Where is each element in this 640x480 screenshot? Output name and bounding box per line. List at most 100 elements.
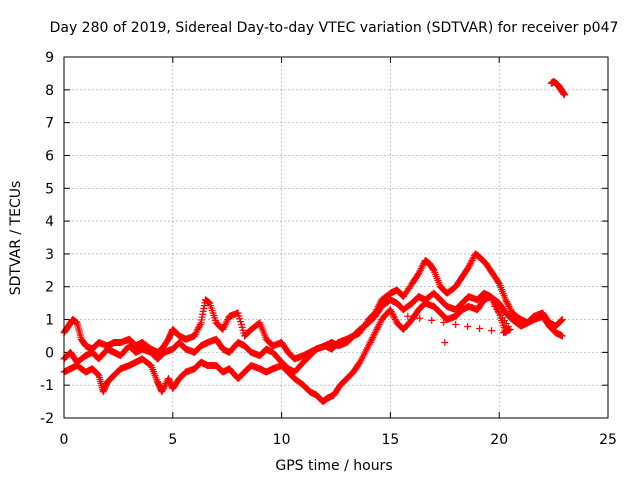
x-axis-label: GPS time / hours (275, 458, 392, 474)
data-point-marker (390, 312, 398, 320)
data-point-marker (418, 263, 426, 271)
data-point-marker (220, 322, 228, 330)
data-point-marker (222, 319, 230, 327)
data-points (60, 78, 568, 406)
data-point-marker (195, 324, 203, 332)
data-point-marker (416, 314, 424, 322)
y-tick-label: 4 (45, 214, 54, 230)
data-point-marker (374, 322, 382, 330)
data-point-marker (464, 323, 472, 331)
data-point-marker (386, 306, 394, 314)
data-point-marker (452, 320, 460, 328)
data-point-marker (416, 266, 424, 274)
data-point-marker (376, 319, 384, 327)
y-tick-label: -2 (40, 411, 54, 427)
data-point-marker (219, 325, 227, 333)
y-tick-label: 8 (45, 83, 54, 99)
data-point-marker (374, 324, 382, 332)
data-point-marker (161, 381, 169, 389)
data-point-marker (428, 316, 436, 324)
y-tick-label: -1 (40, 378, 54, 394)
x-tick-label: 5 (168, 432, 177, 448)
data-point-marker (557, 316, 565, 324)
y-tick-label: 3 (45, 247, 54, 263)
y-tick-label: 6 (45, 148, 54, 164)
data-point-marker (441, 339, 449, 347)
data-point-marker (558, 332, 566, 340)
series-upper-band (60, 250, 566, 363)
data-point-marker (370, 332, 378, 340)
data-point-marker (365, 340, 373, 348)
data-point-marker (375, 320, 383, 328)
data-point-marker (195, 322, 203, 330)
data-point-marker (224, 316, 232, 324)
data-point-marker (220, 324, 228, 332)
data-point-marker (560, 91, 568, 99)
data-point-marker (419, 261, 427, 269)
data-point-marker (221, 320, 229, 328)
y-axis-label: SDTVAR / TECUs (8, 181, 24, 296)
data-point-marker (387, 307, 395, 315)
data-point-marker (506, 304, 514, 312)
data-point-marker (196, 320, 204, 328)
data-point-marker (159, 386, 167, 394)
data-point-marker (488, 327, 496, 335)
data-point-marker (371, 329, 379, 337)
data-point-marker (365, 342, 373, 350)
data-point-marker (191, 330, 199, 338)
data-point-marker (369, 334, 377, 342)
data-point-marker (160, 383, 168, 391)
data-point-marker (191, 332, 199, 340)
data-point-marker (223, 317, 231, 325)
data-point-marker (415, 270, 423, 278)
series-middle-band (60, 289, 566, 376)
chart-title: Day 280 of 2019, Sidereal Day-to-day VTE… (50, 20, 619, 36)
series-lower-band (60, 293, 510, 406)
data-point-marker (370, 330, 378, 338)
data-point-marker (372, 327, 380, 335)
plot-frame (63, 56, 609, 419)
y-tick-label: 2 (45, 280, 54, 296)
data-point-marker (558, 316, 566, 324)
data-point-marker (500, 329, 508, 337)
data-point-marker (466, 260, 474, 268)
data-point-marker (160, 384, 168, 392)
series-late-segment (547, 78, 568, 99)
data-point-marker (192, 329, 200, 337)
data-point-marker (469, 255, 477, 263)
data-point-marker (194, 325, 202, 333)
data-point-marker (468, 256, 476, 264)
data-point-marker (390, 314, 398, 322)
data-point-marker (557, 317, 565, 325)
data-point-marker (467, 258, 475, 266)
data-point-marker (366, 339, 374, 347)
grid-lines (64, 57, 608, 418)
y-tick-label: 5 (45, 181, 54, 197)
data-point-marker (404, 312, 412, 320)
data-point-marker (373, 325, 381, 333)
x-tick-label: 15 (381, 432, 399, 448)
data-point-marker (466, 261, 474, 269)
data-point-marker (504, 301, 512, 309)
data-point-marker (389, 311, 397, 319)
data-point-marker (503, 297, 511, 305)
y-tick-label: 0 (45, 345, 54, 361)
data-point-marker (417, 265, 425, 273)
data-point-marker (503, 299, 511, 307)
data-point-marker (465, 263, 473, 271)
x-tick-label: 20 (490, 432, 508, 448)
y-tick-label: 1 (45, 313, 54, 329)
data-point-marker (416, 268, 424, 276)
x-tick-label: 25 (599, 432, 617, 448)
data-point-marker (368, 335, 376, 343)
data-point-marker (158, 388, 166, 396)
data-point-marker (440, 318, 448, 326)
data-point-marker (93, 370, 101, 378)
y-tick-label: 9 (45, 50, 54, 66)
axis-ticks: 0 5 10 15 20 25 -2 -1 0 1 2 3 4 5 6 7 8 9 (40, 50, 617, 448)
data-point-marker (494, 278, 502, 286)
data-point-marker (502, 296, 510, 304)
x-tick-label: 10 (273, 432, 291, 448)
data-point-marker (476, 325, 484, 333)
